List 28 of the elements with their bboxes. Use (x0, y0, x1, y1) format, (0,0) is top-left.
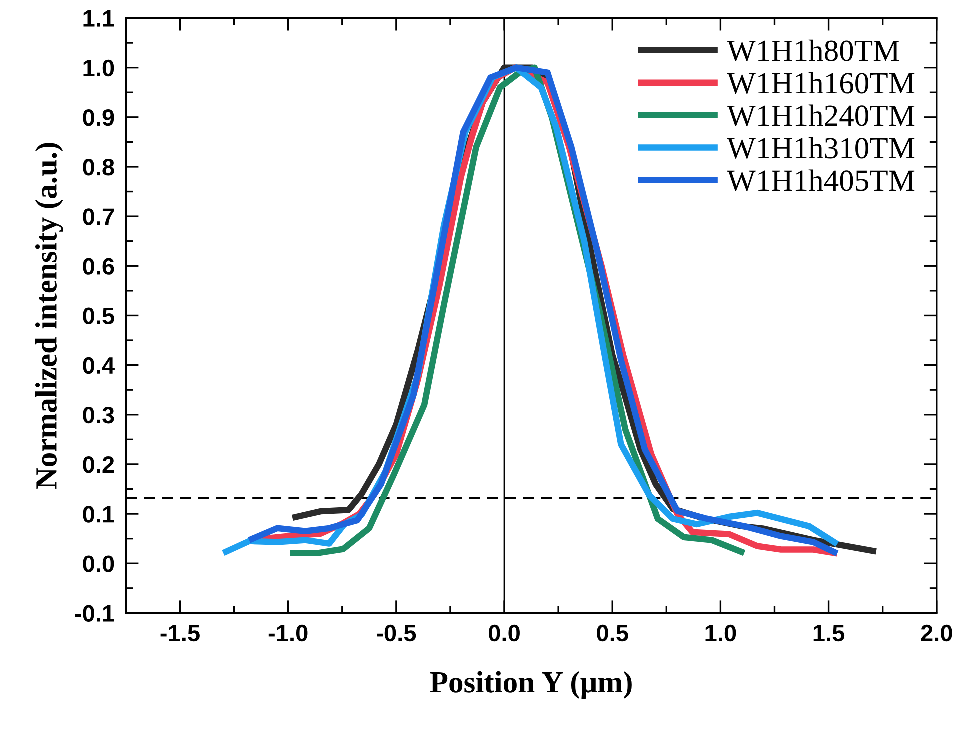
x-tick-label: 0.0 (489, 624, 520, 642)
x-tick-label: -0.5 (377, 624, 416, 642)
y-tick-label: 0.6 (83, 258, 114, 275)
legend-label: W1H1h310TM (727, 137, 915, 159)
y-tick-label: 1.0 (84, 60, 114, 77)
x-tick-label: 1.0 (706, 624, 736, 642)
x-tick-label: -1.5 (160, 625, 200, 642)
legend-label: W1H1h160TM (727, 72, 915, 94)
y-tick-label: -0.1 (75, 605, 114, 622)
legend-label: W1H1h405TM (727, 170, 915, 192)
y-tick-label: 0.7 (83, 208, 114, 226)
y-tick-label: 1.1 (84, 10, 114, 27)
x-tick-label: 1.5 (814, 625, 845, 642)
legend-label: W1H1h240TM (727, 104, 915, 126)
y-tick-label: 0.4 (83, 357, 115, 374)
y-tick-label: 0.9 (83, 109, 114, 126)
y-tick-label: 0.1 (83, 506, 114, 523)
y-tick-label: 0.2 (83, 456, 114, 474)
y-tick-label: 0.5 (83, 308, 114, 325)
legend-label: W1H1h80TM (727, 40, 900, 62)
y-tick-label: 0.0 (83, 556, 114, 572)
x-tick-label: 2.0 (921, 624, 952, 642)
y-tick-label: 0.8 (83, 159, 114, 176)
x-tick-label: 0.5 (597, 624, 628, 642)
y-axis-title: Normalized intensity (a.u.) (35, 143, 64, 490)
y-tick-label: 0.3 (83, 406, 114, 424)
x-tick-label: -1.0 (268, 624, 308, 642)
x-axis-title: Position Y (μm) (430, 671, 632, 700)
